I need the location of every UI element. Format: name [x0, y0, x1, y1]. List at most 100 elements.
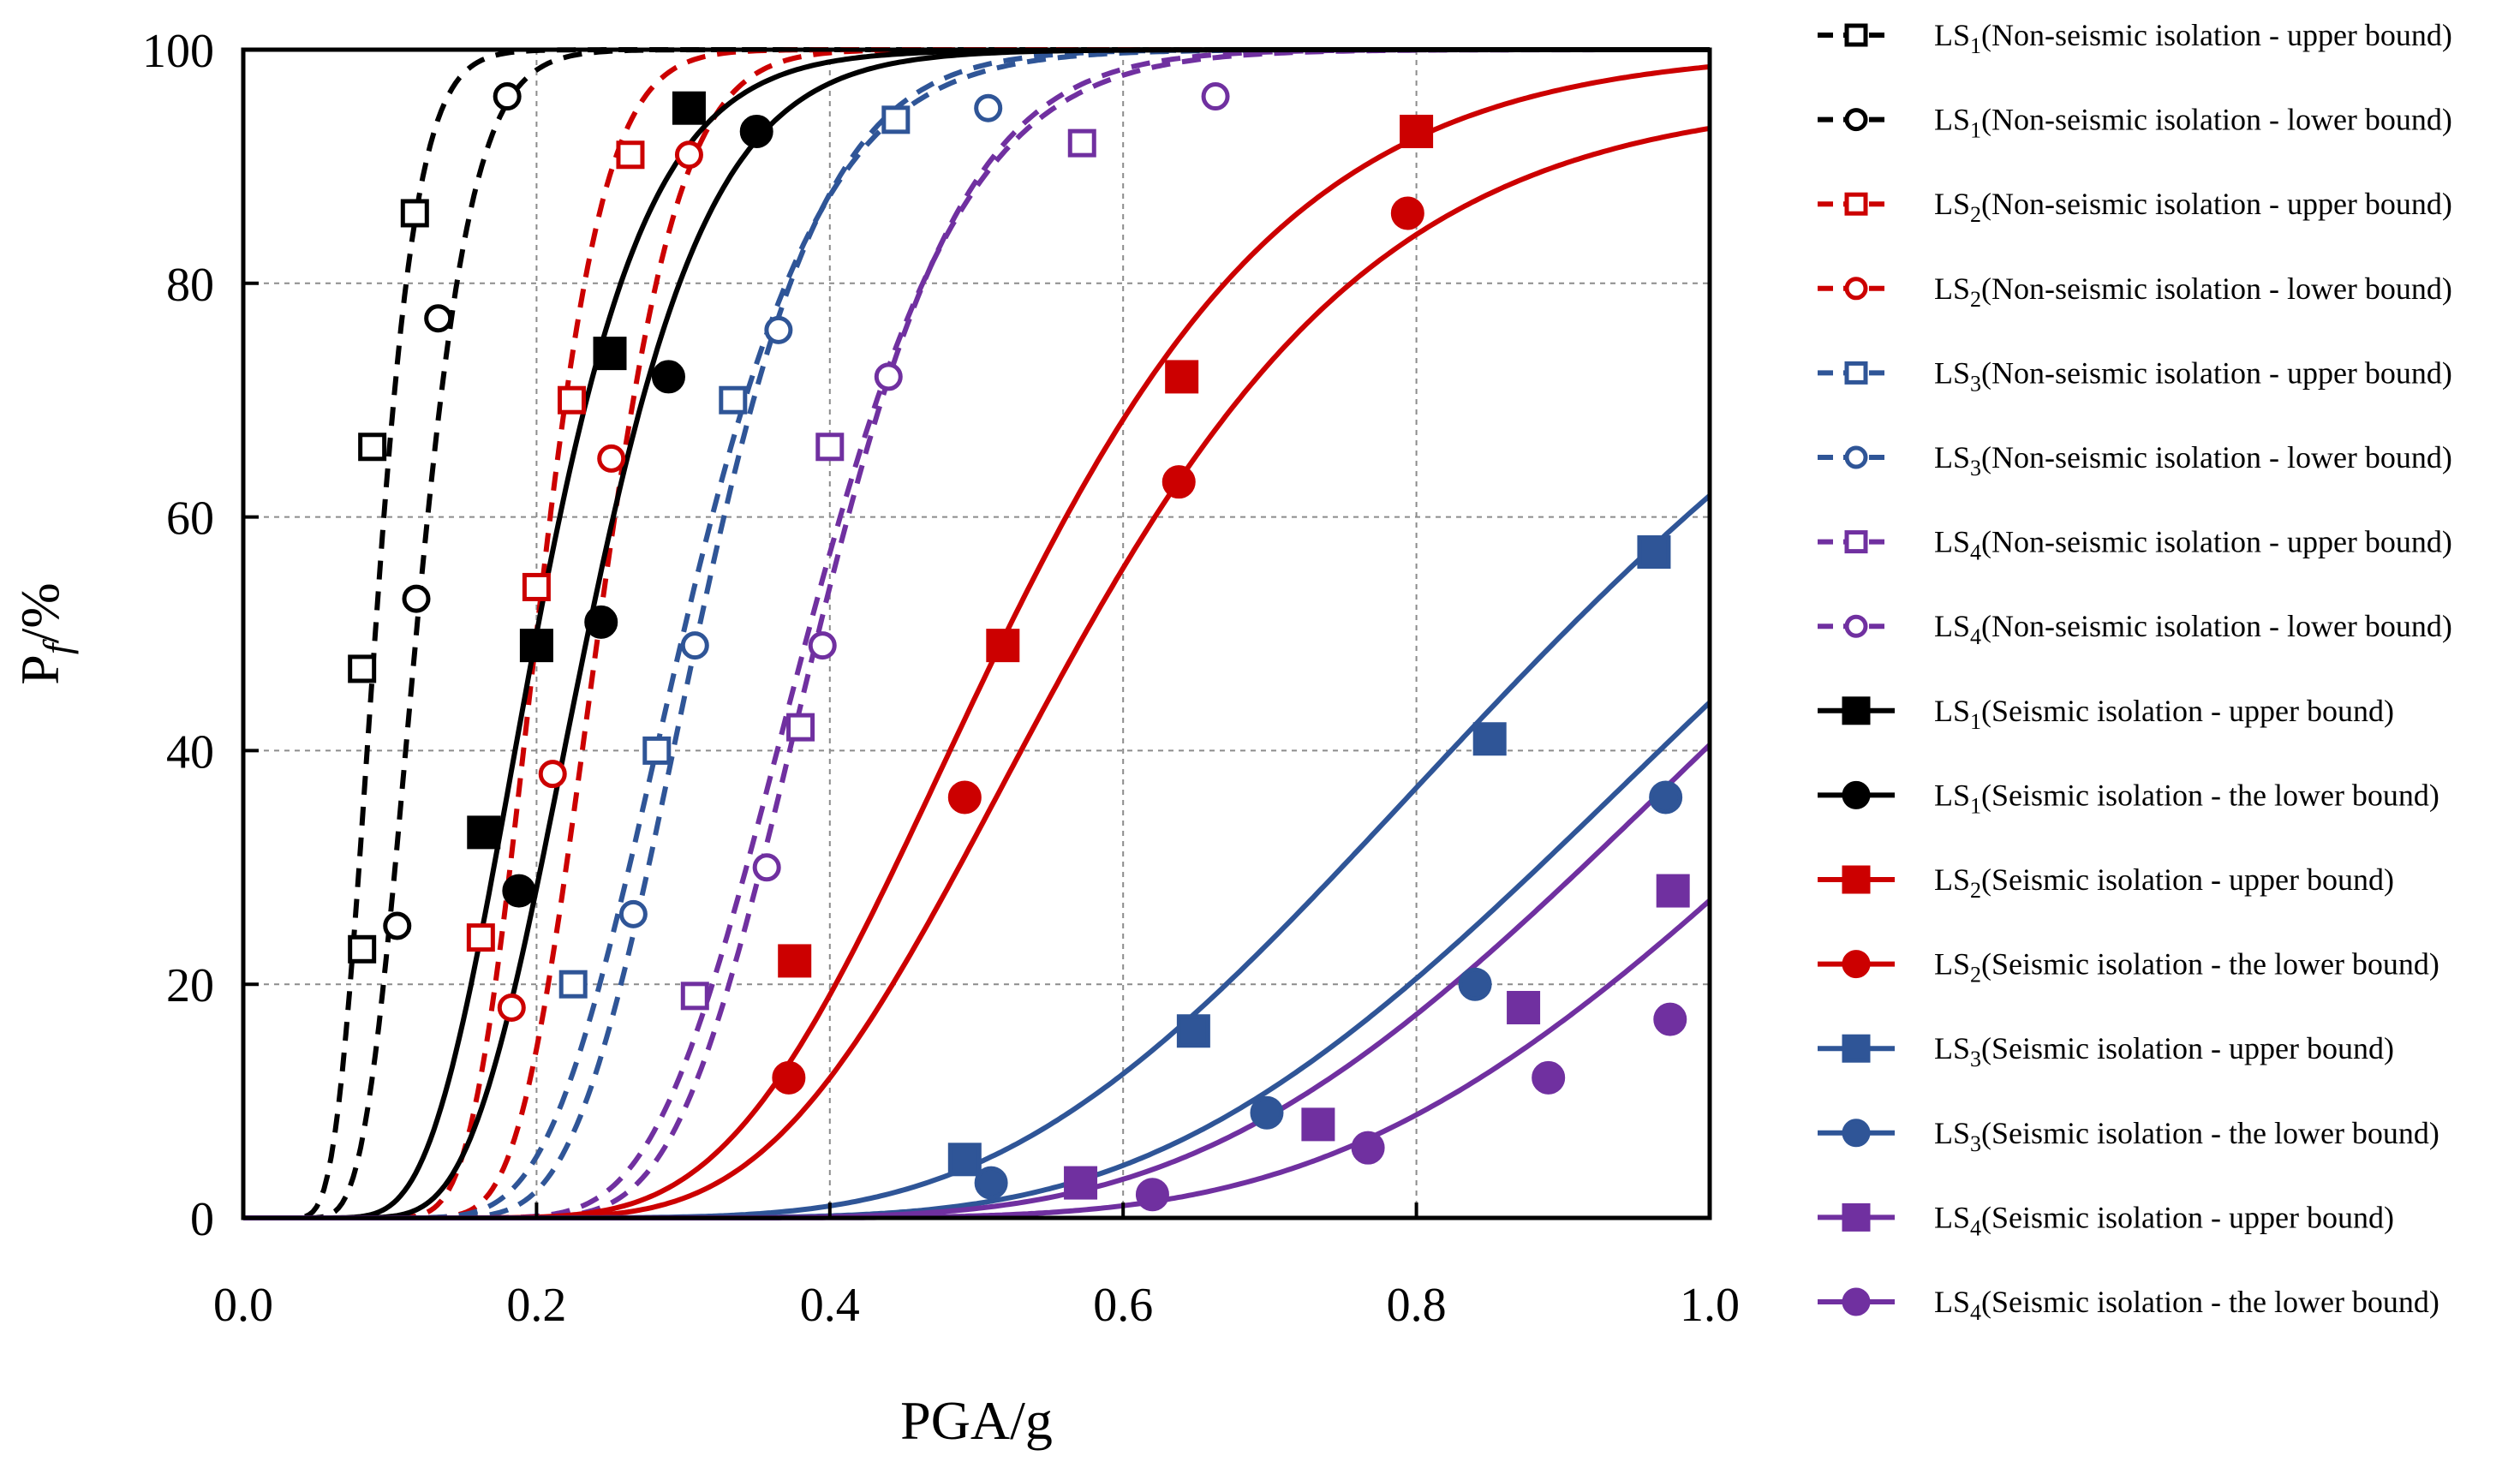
data-point-square [1844, 23, 1868, 47]
data-point-circle [1351, 1131, 1385, 1165]
data-point-circle [1844, 614, 1868, 638]
series-line-6 [243, 47, 1710, 1220]
series-line-3 [243, 47, 1710, 1220]
legend-label: LS2(Non-seismic isolation - lower bound) [1934, 272, 2452, 312]
legend-label: LS4(Non-seismic isolation - upper bound) [1934, 525, 2452, 565]
data-point-circle [764, 315, 793, 344]
data-point-square [400, 199, 429, 228]
y-tick-label: 80 [166, 259, 214, 312]
data-point-square [1176, 1014, 1210, 1048]
data-point-circle [674, 140, 703, 170]
data-point-circle [651, 360, 685, 394]
data-point-square [815, 433, 845, 462]
series-line-7 [243, 47, 1710, 1220]
data-point-circle [618, 899, 648, 928]
data-point-square [558, 970, 588, 999]
legend-label: LS1(Non-seismic isolation - upper bound) [1934, 18, 2452, 58]
data-point-circle [538, 760, 567, 789]
data-point-circle [493, 82, 522, 111]
data-point-square [1507, 990, 1541, 1024]
x-tick-label: 0.2 [506, 1279, 566, 1332]
legend-item: LS1(Non-seismic isolation - lower bound) [1818, 103, 2452, 143]
y-axis-title: Pf/% [9, 582, 79, 684]
data-point-square [1842, 1202, 1871, 1232]
data-point-circle [874, 362, 903, 391]
series-line-8 [243, 47, 1710, 1220]
data-point-square [1064, 1166, 1098, 1200]
data-point-circle [1161, 465, 1196, 499]
data-point-circle [947, 780, 982, 815]
series-line-9 [243, 47, 1710, 1220]
legend: LS1(Non-seismic isolation - upper bound)… [1818, 18, 2452, 1325]
tick-labels: 0.0 0.2 0.4 0.6 0.8 1.0 0 20 40 60 80 100 [142, 25, 1740, 1332]
data-markers [348, 82, 1690, 1212]
legend-item: LS4(Non-seismic isolation - upper bound) [1818, 525, 2452, 565]
series-line-4 [243, 47, 1710, 1220]
series-line-1 [243, 47, 1710, 1220]
legend-item: LS1(Non-seismic isolation - upper bound) [1818, 18, 2452, 58]
legend-item: LS2(Seismic isolation - the lower bound) [1818, 947, 2439, 988]
data-point-square [1400, 114, 1434, 148]
data-point-square [986, 629, 1020, 663]
y-axis-title-unit: /% [9, 582, 70, 643]
data-point-circle [772, 1060, 806, 1095]
data-point-square [1301, 1107, 1335, 1142]
series-line-5 [243, 47, 1710, 1220]
data-point-circle [402, 584, 431, 613]
data-point-square [642, 736, 672, 765]
data-point-circle [597, 444, 626, 473]
data-point-circle [497, 993, 526, 1022]
data-point-circle [1842, 1287, 1871, 1316]
data-point-circle [1844, 108, 1868, 132]
data-point-square [1842, 696, 1871, 725]
data-point-circle [1458, 967, 1492, 1001]
data-point-square [467, 815, 501, 850]
legend-label: LS3(Non-seismic isolation - lower bound) [1934, 440, 2452, 480]
data-point-circle [1844, 445, 1868, 469]
legend-item: LS4(Seismic isolation - upper bound) [1818, 1200, 2394, 1240]
legend-label: LS4(Seismic isolation - the lower bound) [1934, 1285, 2439, 1325]
data-point-square [1844, 530, 1868, 554]
data-point-square [348, 934, 377, 964]
y-axis-title-main: P [9, 654, 70, 685]
legend-item: LS4(Non-seismic isolation - lower bound) [1818, 609, 2452, 649]
legend-label: LS3(Seismic isolation - the lower bound) [1934, 1116, 2439, 1156]
series-line-2 [243, 47, 1710, 1220]
y-tick-label: 20 [166, 959, 214, 1012]
data-point-square [1165, 360, 1199, 394]
legend-item: LS2(Non-seismic isolation - upper bound) [1818, 187, 2452, 227]
data-point-square [1844, 192, 1868, 216]
data-point-square [672, 91, 706, 125]
data-point-square [1637, 535, 1671, 570]
data-point-square [1842, 1034, 1871, 1063]
data-point-square [786, 713, 815, 742]
data-point-circle [1135, 1178, 1169, 1212]
data-point-circle [1653, 1002, 1687, 1036]
data-point-square [1472, 722, 1507, 756]
curves [243, 47, 1712, 1220]
data-point-circle [1250, 1095, 1284, 1130]
data-point-circle [1649, 780, 1683, 815]
legend-item: LS3(Seismic isolation - upper bound) [1818, 1031, 2394, 1071]
axis-ticks [242, 48, 1711, 1220]
series-line-14 [243, 701, 1712, 1220]
data-point-square [557, 385, 586, 415]
legend-item: LS3(Seismic isolation - the lower bound) [1818, 1116, 2439, 1156]
legend-label: LS1(Seismic isolation - upper bound) [1934, 694, 2394, 734]
series-line-12 [243, 125, 1711, 1220]
grid [243, 50, 1710, 1218]
data-point-circle [502, 874, 536, 908]
y-tick-label: 100 [142, 25, 214, 78]
legend-label: LS3(Non-seismic isolation - upper bound) [1934, 355, 2452, 396]
data-point-square [466, 923, 495, 952]
plot-frame [241, 47, 1712, 1220]
legend-label: LS4(Seismic isolation - upper bound) [1934, 1200, 2394, 1240]
data-point-square [1844, 361, 1868, 385]
data-point-circle [383, 911, 412, 940]
series-line-11 [243, 64, 1711, 1220]
legend-label: LS1(Seismic isolation - the lower bound) [1934, 778, 2439, 818]
data-point-square [616, 140, 645, 170]
data-point-square [680, 982, 709, 1011]
data-point-circle [739, 114, 773, 148]
